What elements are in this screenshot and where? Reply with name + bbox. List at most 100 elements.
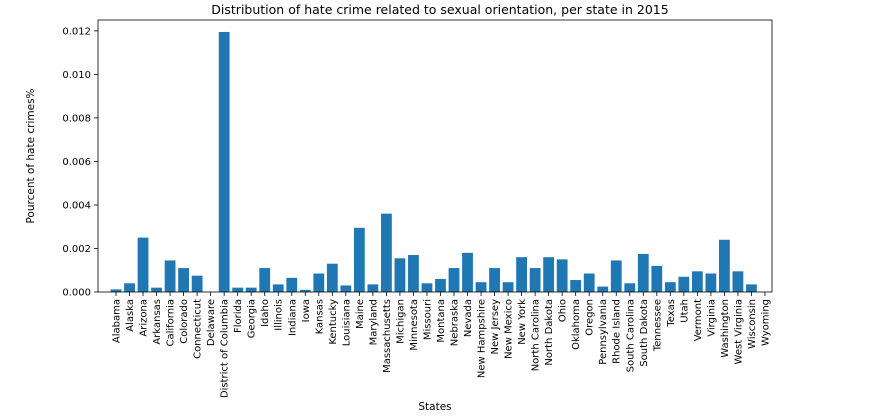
bar [448, 268, 460, 292]
x-axis-label: States [418, 401, 451, 413]
plot-frame [97, 19, 773, 293]
x-tick-label: South Carolina [625, 299, 636, 372]
chart-title: Distribution of hate crime related to se… [211, 2, 668, 17]
bar [299, 289, 311, 292]
x-tick-label: New Hampshire [477, 299, 488, 378]
x-tick-label: Kentucky [328, 299, 339, 345]
x-tick-label: Alaska [125, 299, 136, 332]
bar [394, 258, 406, 292]
bar [516, 257, 527, 292]
x-axis: Alabama Alaska Arizona Arkansas California Co… [112, 292, 771, 398]
x-tick-label: Minnesota [409, 299, 420, 351]
x-tick-label: West Virginia [733, 299, 744, 364]
x-tick-label: Maryland [368, 299, 379, 345]
bar [719, 239, 730, 292]
x-tick-label: Texas [666, 299, 677, 328]
x-tick-label: Washington [720, 299, 731, 358]
x-tick-label: Montana [436, 299, 447, 343]
x-tick-label: Tennessee [652, 299, 663, 352]
bar [556, 259, 568, 292]
y-axis-label: Pourcent of hate crimes% [25, 88, 37, 223]
y-tick-label: 0.004 [62, 200, 91, 211]
bar [245, 287, 257, 292]
bar [475, 282, 487, 292]
x-tick-label: Pennsylvania [598, 299, 609, 365]
x-tick-label: Indiana [287, 299, 298, 336]
bar [151, 287, 162, 292]
bar [340, 285, 352, 292]
x-tick-label: Arizona [139, 299, 150, 337]
bar [732, 271, 744, 292]
y-tick-label: 0.012 [62, 26, 91, 37]
x-tick-label: Missouri [422, 299, 433, 340]
x-tick-label: Alabama [112, 299, 123, 343]
y-tick-label: 0.006 [62, 157, 91, 168]
x-tick-label: Connecticut [193, 299, 204, 359]
y-tick-label: 0.002 [62, 244, 91, 255]
x-tick-label: Kansas [314, 299, 325, 334]
bar [353, 227, 365, 292]
x-tick-label: Georgia [247, 299, 258, 338]
x-tick-label: California [166, 299, 177, 347]
bar [259, 268, 271, 292]
x-tick-label: Massachusetts [382, 299, 393, 373]
y-tick-label: 0.010 [62, 70, 91, 81]
bar [110, 289, 122, 292]
bar [435, 278, 446, 292]
x-tick-label: Oklahoma [571, 299, 582, 350]
bar [746, 284, 757, 292]
bar [462, 252, 473, 292]
x-tick-label: Vermont [693, 299, 704, 341]
bar [137, 237, 149, 292]
bar [408, 255, 419, 292]
bar [691, 271, 703, 292]
x-tick-label: South Dakota [639, 299, 650, 367]
bar [678, 276, 690, 292]
x-tick-label: Ohio [558, 299, 569, 322]
x-tick-label: Virginia [706, 299, 717, 337]
bar [164, 260, 176, 292]
x-tick-label: Idaho [260, 299, 271, 327]
x-tick-label: Florida [233, 299, 244, 333]
bar [124, 283, 135, 292]
x-tick-label: Michigan [395, 299, 406, 344]
x-tick-label: Iowa [301, 299, 312, 322]
y-tick-label: 0.008 [62, 113, 91, 124]
bar [705, 273, 717, 292]
bar [313, 273, 325, 292]
bar [421, 283, 433, 292]
bar [597, 286, 609, 292]
x-tick-label: Rhode Island [612, 299, 623, 364]
x-tick-label: Louisiana [341, 299, 352, 346]
bar [664, 282, 676, 292]
bar [191, 275, 203, 292]
bar [637, 253, 649, 292]
bar [529, 268, 541, 292]
bar [272, 284, 284, 292]
bar [489, 268, 500, 292]
x-tick-label: Nebraska [450, 299, 461, 346]
bar [570, 280, 582, 292]
bar [326, 263, 338, 292]
x-tick-label: Colorado [179, 299, 190, 344]
x-tick-label: Illinois [274, 299, 285, 331]
bar [583, 273, 595, 292]
bar [218, 31, 230, 293]
bar [651, 265, 663, 292]
x-tick-label: Nevada [463, 299, 474, 337]
bar [286, 277, 298, 292]
bar [232, 287, 244, 292]
bar [624, 283, 636, 292]
bar [610, 260, 622, 292]
x-tick-label: Arkansas [152, 299, 163, 345]
x-tick-label: New York [517, 299, 528, 345]
x-tick-label: North Dakota [544, 299, 555, 366]
x-tick-label: Wisconsin [747, 299, 758, 349]
x-tick-label: District of Columbia [220, 299, 231, 398]
x-tick-label: Maine [355, 299, 366, 329]
x-tick-label: Wyoming [760, 299, 771, 346]
bars [110, 31, 757, 293]
x-tick-label: Utah [679, 299, 690, 323]
